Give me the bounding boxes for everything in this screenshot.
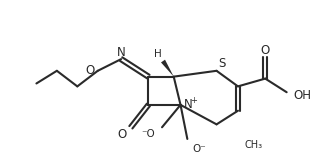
Text: ⁻O: ⁻O: [141, 129, 155, 139]
Text: N: N: [184, 98, 193, 111]
Text: O: O: [117, 128, 127, 141]
Text: N: N: [117, 46, 126, 59]
Text: CH₃: CH₃: [244, 140, 263, 150]
Text: O: O: [85, 64, 95, 77]
Text: OH: OH: [293, 89, 311, 102]
Text: +: +: [190, 96, 197, 106]
Text: O: O: [260, 44, 270, 57]
Polygon shape: [161, 60, 174, 77]
Text: O⁻: O⁻: [192, 144, 206, 154]
Text: S: S: [219, 58, 226, 71]
Text: H: H: [154, 49, 162, 59]
